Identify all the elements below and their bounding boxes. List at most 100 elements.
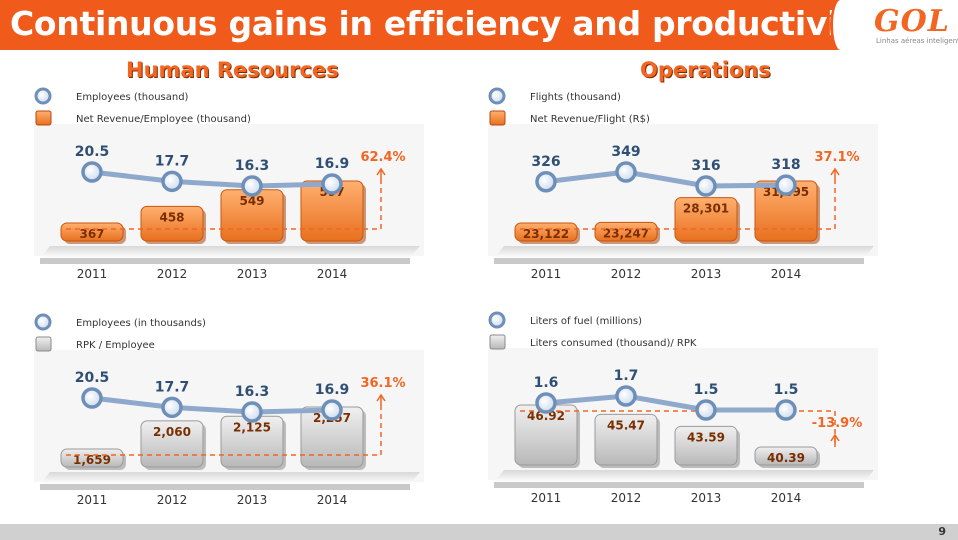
legend-label: RPK / Employee	[76, 340, 155, 351]
line-value-label: 20.5	[75, 370, 110, 386]
line-point-marker	[615, 161, 637, 183]
chart-ops-revenue: Flights (thousand) Net Revenue/Flight (R$…	[484, 86, 914, 286]
legend-item-line: Employees (thousand)	[34, 87, 189, 105]
growth-label: -13.9%	[812, 416, 863, 431]
x-tick-label: 2014	[317, 493, 348, 507]
legend-bar-marker-icon	[489, 110, 506, 126]
bar-value-label: 367	[79, 227, 104, 241]
chart-hr-rpk: Employees (in thousands) RPK / Employee 1,…	[30, 312, 460, 512]
chart-hr-revenue: Employees (thousand) Net Revenue/Employee…	[30, 86, 460, 286]
x-tick-label: 2012	[611, 267, 642, 281]
line-point-2012: 349	[611, 144, 641, 183]
chart-floor-edge	[494, 482, 864, 488]
x-tick-label: 2012	[611, 491, 642, 505]
line-point-marker	[775, 399, 797, 421]
legend-item-line: Employees (in thousands)	[34, 313, 206, 331]
legend-label: Net Revenue/Employee (thousand)	[76, 114, 251, 125]
growth-label: 62.4%	[360, 150, 405, 165]
legend-item-bar: Liters consumed (thousand)/ RPK	[489, 334, 697, 350]
line-point-marker	[695, 175, 717, 197]
growth-label: 36.1%	[360, 376, 405, 391]
chart-svg-hr-revenue: Employees (thousand) Net Revenue/Employee…	[34, 87, 424, 281]
line-value-label: 318	[771, 157, 800, 173]
page-title: Continuous gains in efficiency and produ…	[10, 4, 875, 43]
line-series	[545, 169, 787, 189]
chart-floor	[494, 470, 874, 482]
line-point-marker	[81, 161, 103, 183]
legend-item-bar: Net Revenue/Flight (R$)	[489, 110, 650, 126]
growth-indicator-line	[520, 181, 836, 230]
bar-2013: 43.59	[674, 425, 740, 468]
line-point-2012: 1.7	[614, 368, 639, 407]
section-human-resources: Human Resources	[126, 58, 339, 82]
legend-label: Employees (in thousands)	[76, 318, 206, 329]
line-point-2013: 1.5	[694, 382, 719, 421]
line-point-2013: 16.3	[235, 158, 270, 197]
legend-bar-marker-icon	[35, 110, 52, 126]
bar-value-label: 45.47	[607, 418, 645, 432]
x-tick-label: 2013	[691, 267, 722, 281]
bar-value-label: 2,125	[233, 420, 271, 434]
line-point-2014: 318	[771, 157, 801, 196]
line-series	[91, 395, 333, 415]
line-value-label: 1.5	[694, 382, 719, 398]
legend-label: Liters of fuel (millions)	[530, 316, 642, 327]
bar-body	[594, 413, 658, 466]
line-value-label: 316	[691, 158, 720, 174]
bar-body	[674, 425, 738, 466]
bar-2013: 28,301	[674, 197, 740, 244]
bar-value-label: 40.39	[767, 451, 805, 465]
bar-2013: 549	[220, 189, 286, 244]
line-value-label: 20.5	[75, 144, 110, 160]
x-tick-label: 2013	[237, 267, 268, 281]
bar-body	[674, 197, 738, 242]
bar-2012: 45.47	[594, 413, 660, 468]
chart-floor-edge	[40, 258, 410, 264]
growth-indicator-line	[66, 407, 382, 456]
growth-indicator-line	[520, 410, 836, 447]
line-series	[91, 169, 333, 189]
x-tick-label: 2011	[531, 491, 562, 505]
x-tick-label: 2014	[317, 267, 348, 281]
legend-bar-marker-icon	[35, 336, 52, 352]
footer-bar	[0, 524, 958, 540]
legend-line-marker-icon	[34, 87, 52, 105]
x-tick-label: 2011	[531, 267, 562, 281]
bar-body	[60, 222, 124, 242]
bar-2011: 1,659	[60, 448, 126, 470]
line-value-label: 16.9	[315, 382, 350, 398]
x-tick-label: 2012	[157, 493, 188, 507]
line-value-label: 1.6	[534, 375, 559, 391]
line-series	[545, 393, 786, 413]
line-point-marker	[695, 399, 717, 421]
bar-value-label: 458	[159, 210, 184, 224]
line-point-2014: 16.9	[315, 382, 350, 421]
bar-value-label: 23,247	[603, 226, 649, 240]
chart-svg-ops-revenue: Flights (thousand) Net Revenue/Flight (R$…	[488, 87, 878, 281]
line-point-marker	[321, 399, 343, 421]
line-point-marker	[321, 173, 343, 195]
line-point-2011: 20.5	[75, 144, 110, 183]
bar-2012: 458	[140, 205, 206, 244]
line-value-label: 16.3	[235, 384, 270, 400]
x-tick-label: 2013	[691, 491, 722, 505]
x-tick-label: 2012	[157, 267, 188, 281]
line-point-2013: 16.3	[235, 384, 270, 423]
line-point-marker	[241, 401, 263, 423]
bar-value-label: 28,301	[683, 202, 729, 216]
logo-subtitle: Linhas aéreas inteligentes	[876, 37, 958, 45]
line-value-label: 349	[611, 144, 640, 160]
line-value-label: 1.7	[614, 368, 639, 384]
bar-2011: 46.92	[514, 404, 580, 468]
chart-floor-edge	[40, 484, 410, 490]
bar-2013: 2,125	[220, 415, 286, 470]
line-value-label: 17.7	[155, 153, 190, 169]
line-value-label: 16.3	[235, 158, 270, 174]
bar-value-label: 549	[239, 194, 264, 208]
page-number: 9	[938, 525, 946, 538]
bar-body	[594, 221, 658, 242]
bar-value-label: 1,659	[73, 453, 111, 467]
line-point-marker	[161, 170, 183, 193]
legend-label: Net Revenue/Flight (R$)	[530, 114, 650, 125]
chart-floor	[494, 246, 874, 258]
